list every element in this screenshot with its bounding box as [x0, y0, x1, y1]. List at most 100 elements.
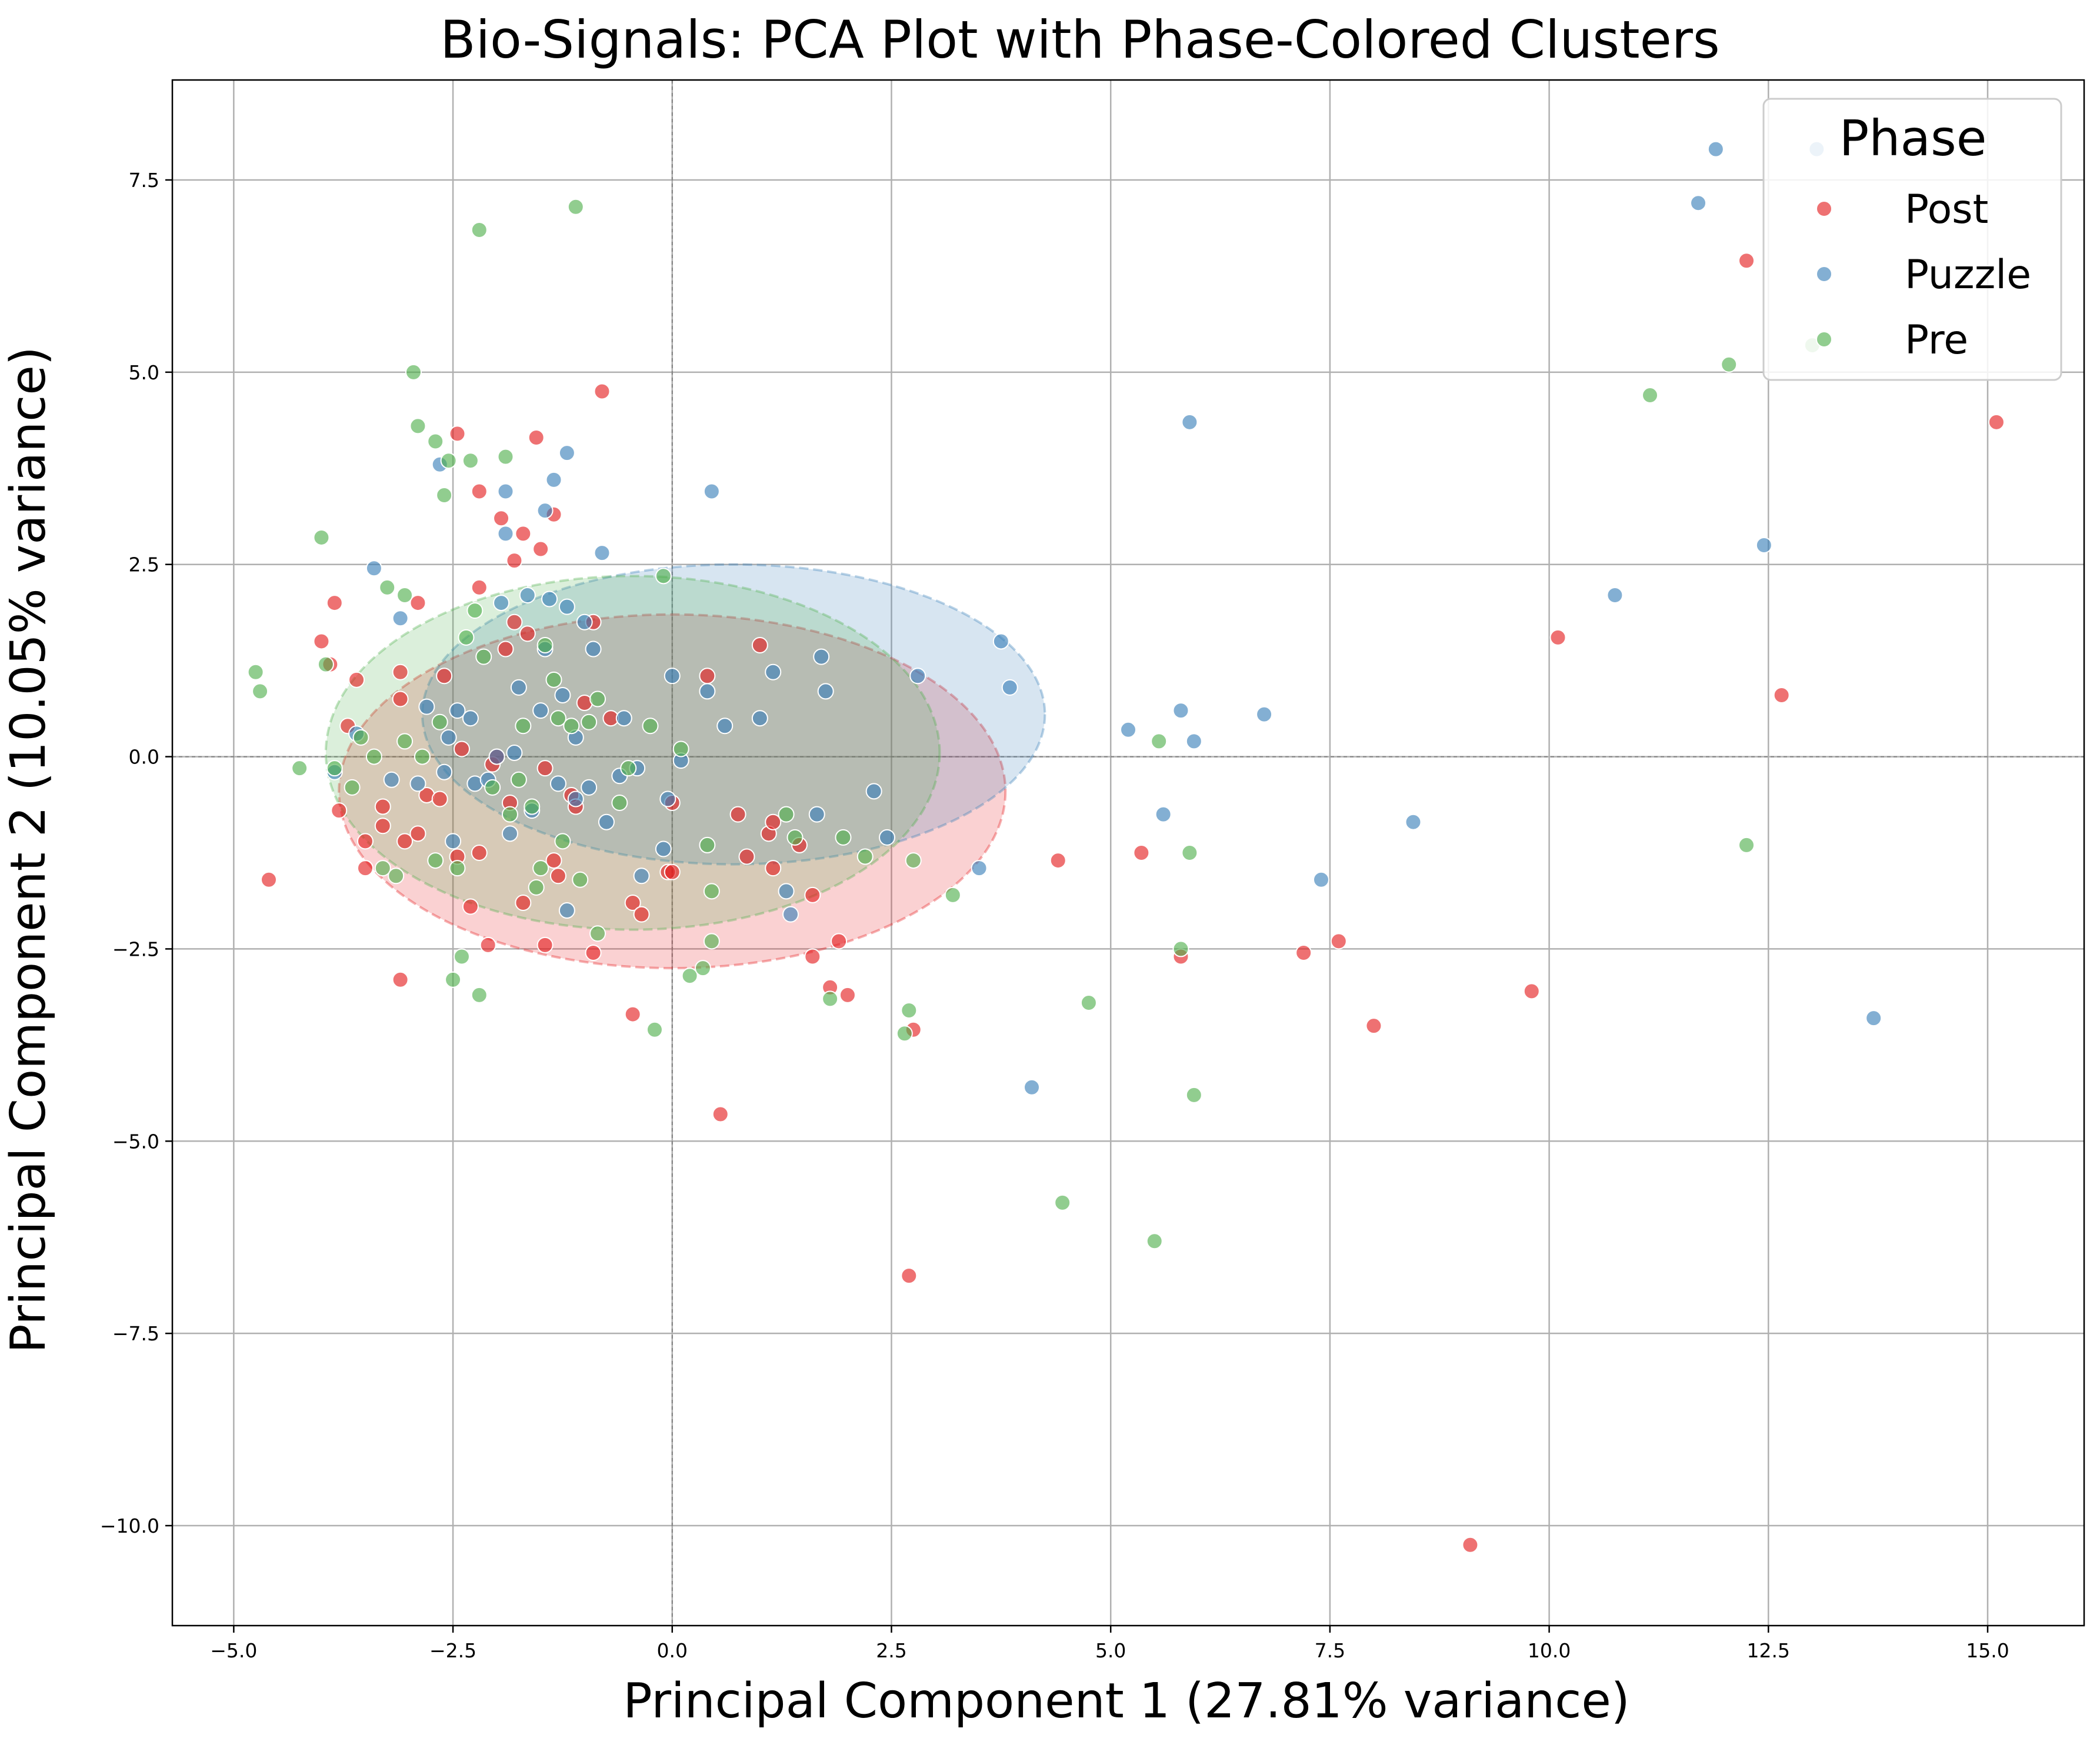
- legend-items: Post Puzzle Pre: [1816, 186, 2031, 363]
- data-point-post: [497, 640, 514, 658]
- data-point-puzzle: [1690, 195, 1707, 212]
- data-point-post: [901, 1267, 918, 1284]
- data-point-post: [515, 894, 532, 911]
- data-point-post: [479, 936, 496, 953]
- data-point-post: [471, 579, 488, 596]
- data-point-puzzle: [576, 613, 593, 630]
- legend-item-pre: Pre: [1816, 317, 1968, 363]
- data-point-post: [506, 552, 523, 569]
- data-point-pre: [462, 452, 479, 469]
- data-point-post: [519, 625, 536, 642]
- data-point-pre: [374, 860, 391, 877]
- data-point-pre: [326, 760, 343, 777]
- data-point-pre: [317, 656, 334, 673]
- cluster-ellipse-puzzle: [421, 563, 1046, 866]
- data-point-puzzle: [594, 545, 611, 562]
- data-point-puzzle: [1755, 537, 1772, 554]
- data-point-pre: [672, 740, 689, 758]
- data-point-post: [392, 971, 409, 988]
- data-point-pre: [414, 748, 431, 765]
- data-point-post: [260, 871, 277, 888]
- data-point-puzzle: [1120, 721, 1136, 738]
- data-point-post: [1133, 845, 1150, 861]
- data-point-post: [436, 668, 453, 685]
- data-point-pre: [589, 925, 606, 942]
- data-point-puzzle: [449, 702, 466, 719]
- data-point-post: [765, 813, 782, 830]
- data-point-pre: [427, 433, 444, 450]
- data-point-puzzle: [445, 833, 462, 850]
- data-point-puzzle: [633, 868, 650, 885]
- data-point-post: [409, 825, 426, 842]
- legend-item-post: Post: [1816, 186, 1988, 233]
- data-point-puzzle: [554, 686, 571, 703]
- data-point-post: [624, 1006, 641, 1023]
- data-point-puzzle: [541, 590, 558, 608]
- data-point-pre: [822, 990, 839, 1007]
- data-point-puzzle: [703, 483, 720, 500]
- data-point-puzzle: [813, 648, 830, 665]
- y-tick-label: 0.0: [129, 746, 159, 769]
- x-axis-label: Principal Component 1 (27.81% variance): [623, 1673, 1630, 1729]
- data-point-puzzle: [1001, 679, 1018, 696]
- data-point-pre: [611, 795, 628, 812]
- data-point-pre: [440, 452, 457, 469]
- data-point-post: [738, 848, 755, 865]
- x-tick-label: 10.0: [1528, 1639, 1571, 1662]
- data-point-post: [712, 1106, 729, 1123]
- y-tick-label: −2.5: [112, 937, 159, 960]
- data-point-puzzle: [1707, 141, 1724, 158]
- data-point-pre: [699, 836, 716, 853]
- data-point-pre: [681, 967, 698, 985]
- data-point-pre: [344, 779, 361, 796]
- data-point-pre: [1146, 1233, 1163, 1250]
- data-point-post: [471, 483, 488, 500]
- legend-title: Phase: [1839, 109, 1987, 167]
- data-point-pre: [388, 868, 405, 885]
- data-point-post: [313, 633, 330, 650]
- data-point-post: [1549, 629, 1566, 646]
- data-point-post: [594, 383, 611, 400]
- data-point-pre: [786, 829, 804, 846]
- data-point-puzzle: [585, 640, 602, 658]
- x-tick-label: 7.5: [1315, 1639, 1345, 1662]
- data-point-post: [624, 894, 641, 911]
- data-point-puzzle: [1172, 702, 1189, 719]
- data-point-pre: [453, 948, 470, 965]
- data-point-puzzle: [436, 763, 453, 780]
- data-point-puzzle: [510, 679, 527, 696]
- data-point-post: [409, 595, 426, 612]
- data-point-puzzle: [501, 825, 518, 842]
- data-point-puzzle: [545, 471, 562, 488]
- data-point-pre: [445, 971, 462, 988]
- y-tick-label: 7.5: [129, 169, 159, 192]
- data-point-pre: [694, 960, 711, 977]
- x-tick-label: 12.5: [1747, 1639, 1790, 1662]
- data-point-post: [549, 868, 566, 885]
- y-axis-label: Principal Component 2 (10.05% variance): [1, 346, 56, 1353]
- data-point-pre: [856, 848, 874, 865]
- data-point-puzzle: [865, 783, 882, 800]
- data-point-post: [536, 936, 554, 953]
- legend: Phase Post Puzzle Pre: [1762, 98, 2062, 381]
- data-point-puzzle: [493, 595, 510, 612]
- data-point-puzzle: [879, 829, 896, 846]
- data-point-puzzle: [778, 883, 795, 900]
- data-point-puzzle: [558, 598, 575, 615]
- data-point-pre: [471, 986, 488, 1003]
- data-point-puzzle: [1181, 413, 1198, 431]
- legend-marker-puzzle: [1816, 266, 1832, 282]
- x-axis-ticks: −5.0 −2.5 0.0 2.5 5.0 7.5 10.0 12.5 15.0: [210, 1626, 2009, 1662]
- data-point-pre: [291, 760, 308, 777]
- data-point-pre: [549, 710, 566, 727]
- data-point-post: [1365, 1017, 1382, 1035]
- legend-label-post: Post: [1905, 186, 1988, 233]
- data-point-pre: [365, 748, 382, 765]
- y-tick-label: 5.0: [129, 361, 159, 384]
- data-point-pre: [466, 602, 484, 619]
- data-point-post: [1988, 413, 2005, 431]
- data-point-puzzle: [782, 906, 799, 923]
- data-point-post: [1773, 686, 1790, 703]
- data-point-post: [356, 833, 374, 850]
